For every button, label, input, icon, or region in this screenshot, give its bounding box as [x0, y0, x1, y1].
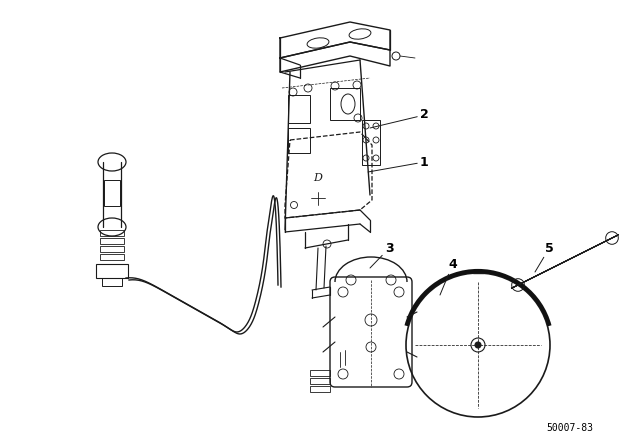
Text: 4: 4: [440, 258, 457, 295]
Circle shape: [475, 342, 481, 348]
Bar: [310, 386, 330, 392]
Text: D: D: [314, 173, 323, 183]
Bar: [102, 278, 122, 286]
Bar: [100, 246, 124, 252]
Bar: [288, 128, 310, 153]
Bar: [96, 264, 128, 278]
Bar: [104, 180, 120, 206]
Bar: [330, 88, 360, 120]
Bar: [310, 378, 330, 384]
Text: 2: 2: [370, 108, 429, 128]
Text: 1: 1: [368, 155, 429, 172]
Text: 5: 5: [535, 241, 554, 272]
Bar: [100, 230, 124, 236]
Bar: [362, 120, 380, 165]
Bar: [288, 95, 310, 123]
Text: 50007-83: 50007-83: [547, 423, 593, 433]
Bar: [100, 254, 124, 260]
Bar: [310, 370, 330, 376]
Text: 3: 3: [370, 241, 394, 268]
Bar: [100, 238, 124, 244]
